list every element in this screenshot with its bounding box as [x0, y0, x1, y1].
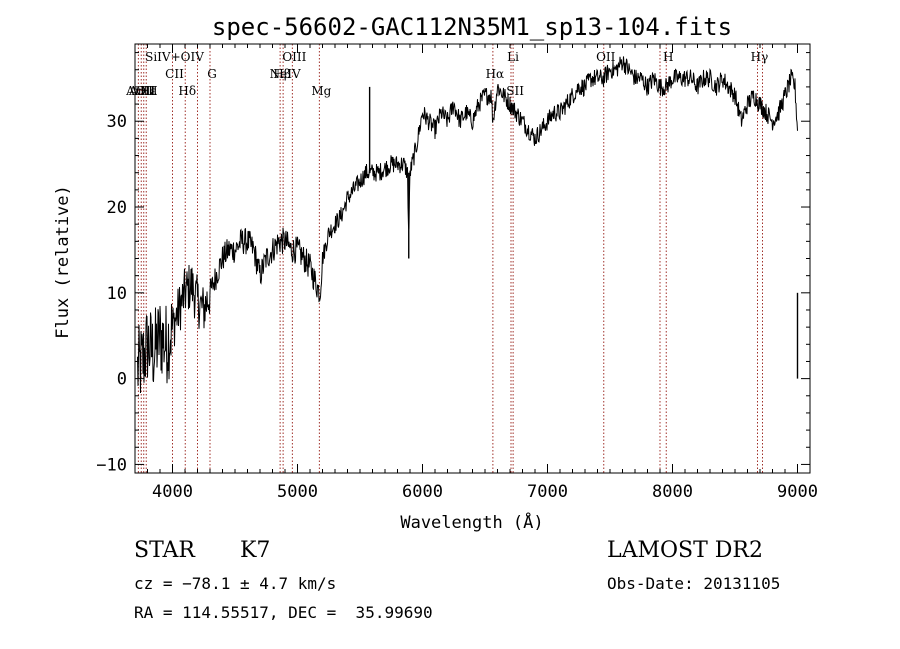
y-tick-label: 20: [107, 198, 127, 218]
chart-title: spec-56602-GAC112N35M1_sp13-104.fits: [212, 13, 732, 41]
x-tick-label: 9000: [777, 482, 818, 502]
line-marker-label: CII: [165, 67, 184, 81]
line-marker-label: SiIV+OIV: [145, 50, 204, 64]
x-tick-label: 5000: [277, 482, 318, 502]
line-marker-label: Hα: [486, 67, 505, 81]
plot-frame: [134, 43, 811, 474]
x-axis-label: Wavelength (Å): [400, 511, 543, 533]
line-marker-label: Hε: [140, 84, 157, 98]
redshift-text: cz = −78.1 ± 4.7 km/s: [134, 574, 337, 593]
axes: 4000 5000 6000 7000 8000 9000 −10 0 10 20 30: [96, 43, 818, 502]
line-marker-label: Hβ: [273, 67, 290, 81]
y-tick-label: 0: [117, 370, 127, 390]
y-axis-label: Flux (relative): [53, 185, 73, 339]
x-tick-label: 7000: [527, 482, 568, 502]
line-marker-label: OIII: [282, 50, 306, 64]
line-marker-label: OII: [136, 84, 156, 98]
object-subclass: K7: [240, 538, 271, 563]
y-tick-label: −10: [96, 455, 127, 475]
x-tick-label: 8000: [652, 482, 693, 502]
x-tick-label: 6000: [402, 482, 443, 502]
y-tick-label: 30: [107, 112, 127, 132]
line-marker-label: SII: [506, 84, 524, 98]
survey-name: LAMOST DR2: [607, 538, 763, 563]
line-marker-label: G: [207, 67, 217, 81]
spectrum-line: [137, 56, 798, 394]
line-marker-label: H: [663, 50, 673, 64]
line-marker-label: Hγ: [751, 50, 769, 64]
observation-date: Obs-Date: 20131105: [607, 574, 781, 593]
line-marker-label: ArIII: [125, 84, 155, 98]
coordinates-text: RA = 114.55517, DEC = 35.99690: [134, 603, 433, 622]
spectrum-series: [137, 56, 799, 394]
line-marker-label: Hδ: [178, 84, 196, 98]
line-marker-label: OII: [596, 50, 616, 64]
y-tick-label: 10: [107, 284, 127, 304]
line-markers: [137, 44, 763, 473]
line-marker-label: Li: [507, 50, 519, 64]
line-marker-label: Mg: [311, 84, 331, 98]
x-tick-label: 4000: [152, 482, 193, 502]
object-class: STAR: [134, 538, 195, 563]
line-marker-label: NeIV: [270, 67, 301, 81]
